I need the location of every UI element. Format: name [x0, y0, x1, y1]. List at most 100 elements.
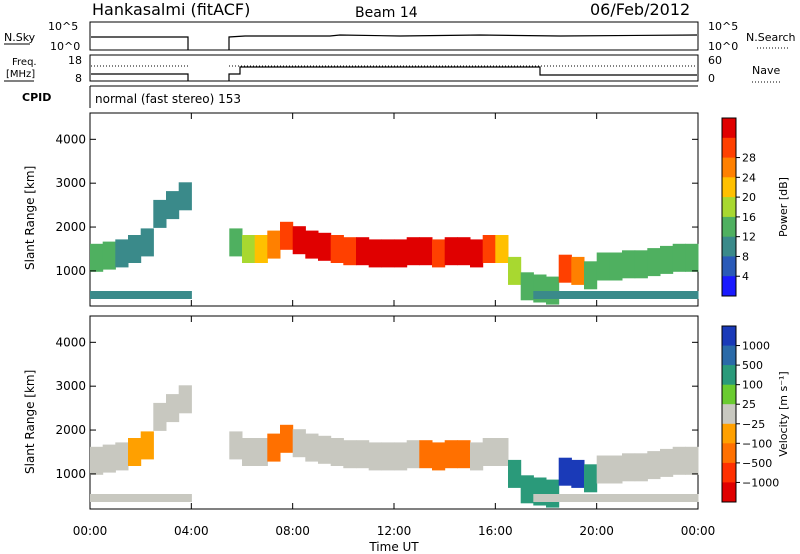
freq-panel-frame	[89, 54, 699, 82]
scatter-band	[128, 235, 142, 263]
colorbar-label: Velocity [m s⁻¹]	[777, 371, 790, 456]
freq-panel: Freq. [MHz] 18 8 60 0 Nave	[4, 54, 780, 85]
nave-tick-low: 0	[708, 72, 715, 85]
scatter-band	[457, 237, 471, 266]
scatter-band	[685, 446, 699, 475]
y-tick-label: 1000	[55, 264, 86, 278]
scatter-band	[90, 243, 104, 272]
power-marks	[90, 182, 699, 305]
x-tick-label: 20:00	[579, 524, 614, 538]
y-tick-label: 2000	[55, 220, 86, 234]
nsearch-tick-high: 10^5	[708, 20, 738, 33]
scatter-band	[520, 272, 534, 301]
scatter-band	[166, 394, 180, 423]
scatter-band	[558, 254, 572, 283]
scatter-band	[356, 237, 370, 266]
x-axis: 00:00 04:00 08:00 12:00 16:00 20:00 00:00	[73, 113, 715, 538]
near-range-band	[558, 291, 572, 299]
scatter-band	[242, 235, 256, 263]
scatter-band	[330, 235, 344, 263]
scatter-band	[444, 440, 458, 469]
scatter-band	[470, 239, 484, 268]
scatter-band	[102, 241, 116, 270]
velocity-marks	[90, 385, 699, 508]
scatter-band	[584, 464, 598, 493]
scatter-band	[622, 250, 636, 279]
scatter-band	[229, 431, 243, 460]
scatter-band	[178, 182, 192, 211]
colorbar-segment	[722, 177, 736, 198]
scatter-band	[280, 424, 294, 453]
scatter-band	[394, 442, 408, 471]
scatter-band	[508, 459, 522, 488]
near-range-band	[115, 494, 129, 502]
scatter-band	[571, 256, 585, 285]
colorbar-segment	[722, 404, 736, 425]
beam-title: Beam 14	[355, 5, 418, 21]
colorbar-tick-label: 1000	[742, 340, 770, 353]
near-range-band	[178, 494, 192, 502]
colorbar-tick-label: 4	[742, 270, 749, 283]
colorbar-tick-label: 28	[742, 152, 756, 165]
x-tick-label: 04:00	[174, 524, 209, 538]
near-range-band	[584, 291, 598, 299]
near-range-band	[153, 291, 167, 299]
scatter-band	[444, 237, 458, 266]
x-axis-label: Time UT	[368, 540, 419, 554]
near-range-band	[533, 494, 547, 502]
scatter-band	[305, 230, 319, 259]
scatter-band	[115, 239, 129, 268]
scatter-band	[672, 446, 686, 475]
near-range-band	[634, 494, 648, 502]
scatter-band	[571, 459, 585, 488]
near-range-band	[609, 494, 623, 502]
scatter-band	[356, 440, 370, 469]
near-range-band	[140, 494, 154, 502]
colorbar-tick-label: −100	[742, 437, 772, 450]
scatter-band	[381, 442, 395, 471]
near-range-band	[634, 291, 648, 299]
nsearch-tick-low: 10^0	[708, 40, 738, 53]
scatter-band	[546, 276, 560, 305]
near-range-band	[622, 494, 636, 502]
scatter-band	[546, 479, 560, 508]
velocity-yticks: 1000 2000 3000 4000	[55, 335, 698, 481]
sky-panel-frame	[89, 21, 699, 51]
colorbar-frame	[721, 117, 737, 297]
colorbar-tick-label: 24	[742, 171, 756, 184]
scatter-band	[495, 438, 509, 466]
scatter-band	[242, 438, 256, 466]
scatter-band	[660, 245, 674, 274]
near-range-band	[571, 494, 585, 502]
near-range-band	[558, 494, 572, 502]
date-title: 06/Feb/2012	[590, 0, 690, 19]
scatter-band	[330, 438, 344, 466]
scatter-band	[584, 261, 598, 290]
colorbar-tick-label: 500	[742, 359, 763, 372]
scatter-band	[267, 433, 281, 462]
y-tick-label: 4000	[55, 132, 86, 146]
near-range-band	[622, 291, 636, 299]
colorbar-tick-label: 100	[742, 379, 763, 392]
scatter-band	[368, 442, 382, 471]
scatter-band	[254, 438, 268, 466]
y-tick-label: 3000	[55, 379, 86, 393]
scatter-band	[406, 237, 420, 266]
colorbar-segment	[722, 365, 736, 386]
nsky-trace	[91, 34, 698, 50]
scatter-band	[660, 448, 674, 477]
scatter-band	[470, 442, 484, 471]
near-range-band	[102, 291, 116, 299]
colorbar-tick-label: 8	[742, 250, 749, 263]
velocity-colorbar: 1000 500 100 25 −25 −100 −500 −1000 Velocity [m …	[721, 325, 790, 503]
colorbar-segment	[722, 157, 736, 178]
cpid-text: normal (fast stereo) 153	[95, 92, 241, 106]
colorbar-segment	[722, 137, 736, 159]
colorbar-segment	[722, 345, 736, 366]
colorbar-segment	[722, 118, 736, 139]
near-range-band	[685, 494, 699, 502]
scatter-band	[115, 442, 129, 471]
near-range-band	[102, 494, 116, 502]
near-range-band	[685, 291, 699, 299]
